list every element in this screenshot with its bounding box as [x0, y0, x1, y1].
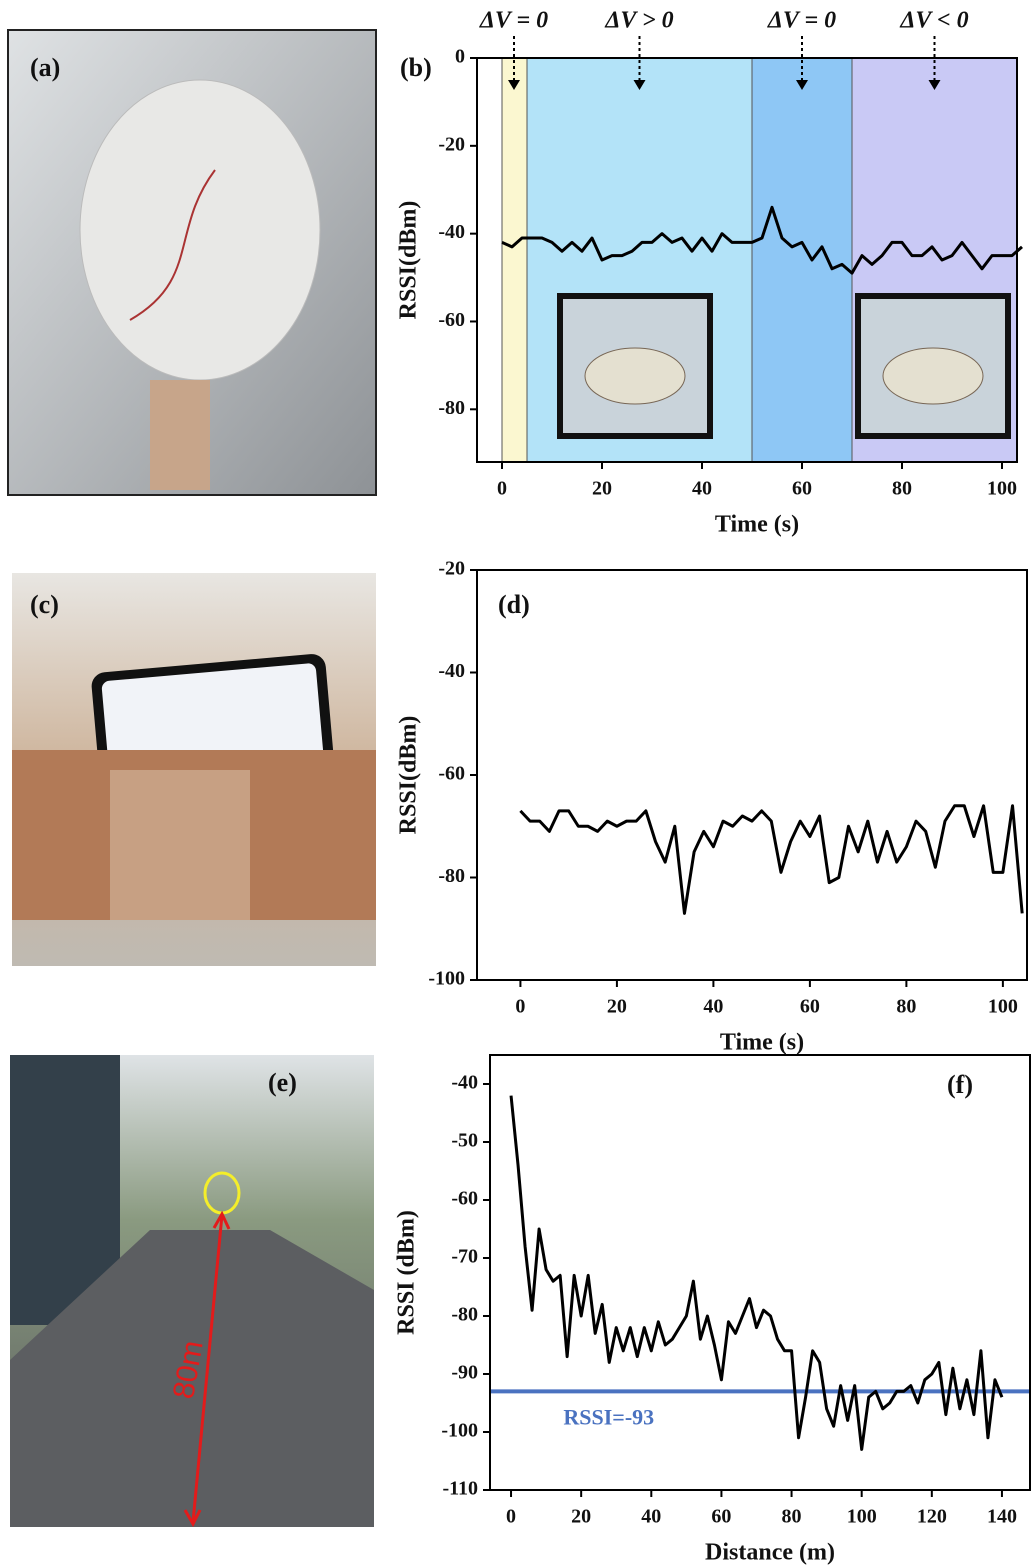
panel-label: (c) — [30, 590, 59, 619]
y-tick-label: -90 — [451, 1362, 478, 1384]
x-tick-label: 0 — [497, 478, 507, 500]
x-tick-label: 140 — [987, 1506, 1017, 1528]
y-tick-label: -50 — [451, 1130, 478, 1152]
x-tick-label: 80 — [896, 996, 916, 1018]
x-tick-label: 40 — [692, 478, 712, 500]
x-tick-label: 0 — [515, 996, 525, 1018]
panel-label: (f) — [947, 1070, 973, 1099]
y-tick-label: -40 — [438, 221, 465, 243]
panel-label: (a) — [30, 53, 60, 82]
plot-frame — [477, 570, 1027, 980]
x-axis-label: Time (s) — [715, 512, 799, 538]
region-label: ΔV = 0 — [767, 8, 836, 34]
photo-e: 80m (e) — [10, 1055, 374, 1527]
x-tick-label: 100 — [847, 1506, 877, 1528]
y-tick-label: -80 — [451, 1304, 478, 1326]
panel-label: (b) — [400, 53, 432, 82]
y-tick-label: -80 — [438, 397, 465, 419]
x-tick-label: 60 — [792, 478, 812, 500]
x-axis-label: Time (s) — [720, 1030, 804, 1056]
region-label: ΔV > 0 — [604, 8, 673, 34]
y-tick-label: -100 — [441, 1420, 478, 1442]
x-tick-label: 120 — [917, 1506, 947, 1528]
panel-label: (d) — [498, 590, 530, 619]
photo-c: (c) — [12, 573, 376, 966]
threshold-label: RSSI=-93 — [563, 1404, 654, 1429]
y-tick-label: -60 — [451, 1188, 478, 1210]
x-tick-label: 60 — [800, 996, 820, 1018]
y-tick-label: -60 — [438, 763, 465, 785]
data-line — [520, 806, 1022, 914]
y-tick-label: -20 — [438, 558, 465, 580]
shaded-region — [502, 58, 527, 462]
y-tick-label: -40 — [451, 1072, 478, 1094]
panel-label: (e) — [268, 1068, 297, 1097]
x-tick-label: 80 — [782, 1506, 802, 1528]
y-axis-label: RSSI(dBm) — [396, 716, 422, 835]
x-tick-label: 100 — [987, 478, 1017, 500]
photo-a: (a) — [8, 30, 376, 495]
x-tick-label: 80 — [892, 478, 912, 500]
shaded-region — [752, 58, 852, 462]
y-tick-label: -60 — [438, 309, 465, 331]
data-line — [511, 1096, 1002, 1450]
inset-detail — [585, 348, 685, 404]
x-tick-label: 20 — [571, 1506, 591, 1528]
y-tick-label: -110 — [442, 1478, 478, 1500]
x-tick-label: 60 — [711, 1506, 731, 1528]
y-tick-label: -80 — [438, 865, 465, 887]
x-tick-label: 20 — [607, 996, 627, 1018]
region-label: ΔV = 0 — [479, 8, 548, 34]
x-axis-label: Distance (m) — [705, 1540, 835, 1566]
y-tick-label: -20 — [438, 133, 465, 155]
y-axis-label: RSSI(dBm) — [396, 201, 422, 320]
y-tick-label: -40 — [438, 660, 465, 682]
x-tick-label: 40 — [641, 1506, 661, 1528]
region-label: ΔV < 0 — [899, 8, 968, 34]
x-tick-label: 0 — [506, 1506, 516, 1528]
y-axis-label: RSSI (dBm) — [394, 1210, 420, 1335]
y-tick-label: -100 — [428, 968, 465, 990]
x-tick-label: 20 — [592, 478, 612, 500]
x-tick-label: 100 — [988, 996, 1018, 1018]
x-tick-label: 40 — [703, 996, 723, 1018]
y-tick-label: 0 — [455, 46, 465, 68]
figure: (a) (c) 80m (e) ΔV = 0 ΔV > 0 ΔV = 0 ΔV < 0… — [0, 0, 1032, 1566]
inset-detail — [883, 348, 983, 404]
y-tick-label: -70 — [451, 1246, 478, 1268]
